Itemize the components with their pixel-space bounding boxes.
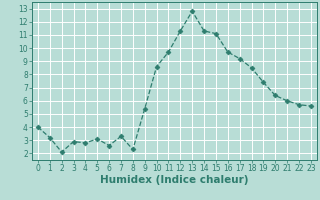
X-axis label: Humidex (Indice chaleur): Humidex (Indice chaleur) xyxy=(100,175,249,185)
